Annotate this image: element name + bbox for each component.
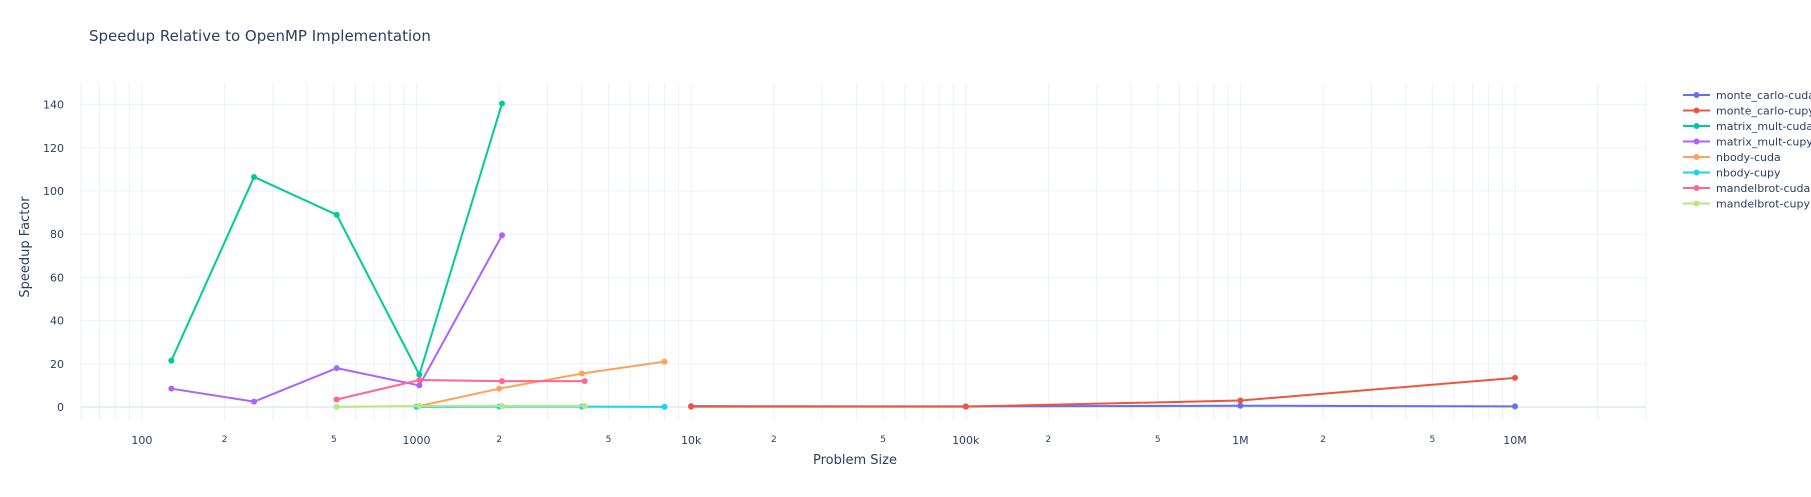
legend-item-matrix_mult-cupy[interactable]: matrix_mult-cupy — [1683, 136, 1811, 149]
x-tick-label: 10M — [1503, 434, 1527, 447]
x-minor-tick-label: 2 — [496, 435, 502, 445]
legend-item-nbody-cuda[interactable]: nbody-cuda — [1683, 151, 1781, 164]
x-tick-label: 1M — [1232, 434, 1249, 447]
legend-item-mandelbrot-cupy[interactable]: mandelbrot-cupy — [1683, 198, 1811, 211]
legend-marker — [1693, 169, 1700, 176]
series-matrix_mult-cuda — [168, 100, 506, 378]
series-line — [336, 379, 585, 401]
x-axis-title: Problem Size — [813, 453, 897, 468]
x-minor-tick-label: 5 — [331, 435, 337, 445]
data-point[interactable] — [416, 402, 423, 409]
legend-marker — [1693, 138, 1700, 145]
y-tick-label: 20 — [50, 358, 64, 371]
legend-marker — [1693, 154, 1700, 160]
grid — [80, 83, 1647, 420]
data-point[interactable] — [578, 370, 585, 377]
legend-label: matrix_mult-cupy — [1716, 136, 1811, 149]
legend-label: mandelbrot-cupy — [1716, 198, 1811, 211]
y-tick-label: 40 — [50, 315, 64, 328]
y-axis-title: Speedup Factor — [18, 196, 33, 298]
legend-label: mandelbrot-cuda — [1716, 182, 1810, 195]
x-tick-label: 10k — [681, 434, 702, 447]
legend-marker — [1693, 123, 1700, 129]
data-point[interactable] — [499, 402, 506, 409]
data-point[interactable] — [1511, 403, 1518, 410]
data-point[interactable] — [333, 365, 340, 372]
data-point[interactable] — [333, 403, 340, 410]
legend[interactable]: monte_carlo-cuda monte_carlo-cupy matrix_m… — [1683, 89, 1811, 211]
data-point[interactable] — [1511, 374, 1518, 381]
data-point[interactable] — [251, 173, 258, 180]
data-point[interactable] — [251, 398, 258, 405]
data-point[interactable] — [168, 357, 175, 364]
x-minor-tick-label: 5 — [1155, 435, 1161, 445]
data-point[interactable] — [416, 371, 423, 378]
series-monte_carlo-cupy — [688, 374, 1518, 410]
legend-item-monte_carlo-cuda[interactable]: monte_carlo-cuda — [1683, 89, 1811, 102]
data-point[interactable] — [688, 403, 695, 410]
legend-label: monte_carlo-cupy — [1716, 105, 1811, 118]
legend-item-mandelbrot-cuda[interactable]: mandelbrot-cuda — [1683, 182, 1810, 195]
plot-area — [168, 100, 1518, 410]
x-tick-label: 100 — [131, 434, 152, 447]
data-point[interactable] — [499, 378, 506, 385]
legend-label: matrix_mult-cuda — [1716, 120, 1811, 133]
x-axis: 100 1000 10k 100k 1M 10M 2 5 2 5 2 5 2 5 2 5 — [131, 434, 1526, 447]
legend-marker — [1693, 92, 1700, 98]
x-minor-tick-label: 2 — [771, 435, 777, 445]
chart-title: Speedup Relative to OpenMP Implementatio… — [89, 27, 431, 45]
x-minor-tick-label: 5 — [606, 435, 612, 445]
series-matrix_mult-cupy — [168, 232, 506, 405]
legend-marker — [1693, 107, 1700, 114]
data-point[interactable] — [168, 385, 175, 392]
legend-label: monte_carlo-cuda — [1716, 89, 1811, 102]
data-point[interactable] — [499, 100, 506, 107]
legend-item-nbody-cupy[interactable]: nbody-cupy — [1683, 167, 1781, 180]
data-point[interactable] — [499, 232, 506, 239]
x-minor-tick-label: 5 — [1429, 435, 1435, 445]
series-mandelbrot-cuda — [333, 377, 588, 403]
legend-marker — [1693, 185, 1700, 191]
data-point[interactable] — [333, 396, 340, 403]
y-tick-label: 120 — [43, 142, 64, 155]
data-point[interactable] — [416, 377, 423, 384]
x-tick-label: 100k — [952, 434, 980, 447]
x-minor-tick-label: 2 — [222, 435, 228, 445]
legend-item-matrix_mult-cuda[interactable]: matrix_mult-cuda — [1683, 120, 1811, 133]
data-point[interactable] — [581, 402, 588, 409]
data-point[interactable] — [661, 358, 668, 365]
x-minor-tick-label: 2 — [1046, 435, 1052, 445]
data-point[interactable] — [581, 378, 588, 385]
x-minor-tick-label: 2 — [1320, 435, 1326, 445]
data-point[interactable] — [962, 403, 969, 410]
x-tick-label: 1000 — [403, 434, 431, 447]
data-point[interactable] — [496, 385, 503, 392]
legend-label: nbody-cupy — [1716, 167, 1781, 180]
y-tick-label: 80 — [50, 228, 64, 241]
y-axis: 0 20 40 60 80 100 120 140 — [43, 99, 64, 414]
y-tick-label: 140 — [43, 99, 64, 112]
series-mandelbrot-cupy — [333, 402, 588, 410]
data-point[interactable] — [661, 403, 668, 410]
y-tick-label: 0 — [57, 401, 64, 414]
legend-item-monte_carlo-cupy[interactable]: monte_carlo-cupy — [1683, 105, 1811, 118]
series-line — [336, 404, 585, 408]
data-point[interactable] — [1237, 402, 1244, 409]
data-point[interactable] — [1237, 397, 1244, 404]
series-line — [691, 376, 1516, 408]
data-point[interactable] — [416, 382, 423, 389]
legend-marker — [1693, 200, 1700, 207]
x-minor-tick-label: 5 — [880, 435, 886, 445]
y-tick-label: 100 — [43, 185, 64, 198]
legend-label: nbody-cuda — [1716, 151, 1781, 164]
data-point[interactable] — [333, 211, 340, 218]
y-tick-label: 60 — [50, 271, 64, 284]
